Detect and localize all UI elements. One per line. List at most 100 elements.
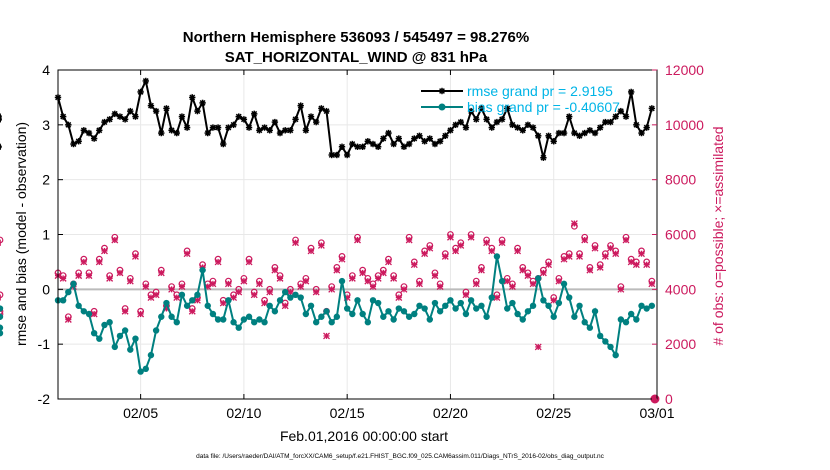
assimilated-obs-point <box>612 250 620 258</box>
assimilated-obs-point <box>106 274 114 282</box>
rmse-point <box>390 140 397 148</box>
rmse-point <box>318 105 325 112</box>
right-y-tick-label: 4000 <box>665 281 696 297</box>
possible-obs-point <box>0 310 4 318</box>
bias-point <box>602 338 609 345</box>
bias-point <box>106 319 113 326</box>
bias-point <box>509 299 516 307</box>
rmse-point <box>648 105 656 112</box>
assimilated-obs-point <box>183 250 191 258</box>
rmse-point <box>488 124 495 131</box>
rmse-point <box>622 113 630 120</box>
bias-point <box>333 313 341 320</box>
legend: rmse grand pr = 2.9195 bias grand pr = -… <box>421 83 620 115</box>
bias-point <box>627 310 635 318</box>
assimilated-obs-point <box>601 252 609 260</box>
rmse-point <box>70 140 77 148</box>
assimilated-obs-point <box>64 316 72 323</box>
bias-point <box>0 305 4 312</box>
rmse-point <box>638 129 645 137</box>
assimilated-obs-point <box>292 239 299 247</box>
bias-point <box>328 319 335 326</box>
possible-obs-point <box>0 291 4 299</box>
rmse-point <box>0 143 2 150</box>
bias-point <box>457 299 464 307</box>
rmse-point <box>385 129 392 137</box>
left-y-tick-label: 0 <box>42 281 50 297</box>
bias-point <box>240 316 248 323</box>
bias-point <box>607 343 614 351</box>
bias-point <box>256 316 263 323</box>
assimilated-obs-point <box>147 294 155 302</box>
bias-point <box>0 324 4 331</box>
bias-point <box>374 299 382 307</box>
rmse-point <box>168 127 175 134</box>
rmse-point <box>90 135 98 142</box>
bias-point <box>560 280 568 288</box>
bias-point <box>643 305 650 312</box>
assimilated-obs-point <box>570 220 578 227</box>
bias-point <box>498 277 506 285</box>
rmse-point <box>442 132 449 139</box>
bias-point <box>261 319 268 326</box>
assimilated-obs-point <box>354 236 361 244</box>
rmse-point <box>431 140 439 148</box>
rmse-point <box>189 94 196 101</box>
right-y-tick-label: 6000 <box>665 227 696 243</box>
legend-rmse-label: rmse grand pr = 2.9195 <box>467 83 613 99</box>
assimilated-obs-point <box>643 261 651 269</box>
bias-point <box>323 308 330 315</box>
bias-point <box>411 310 418 318</box>
bias-point <box>400 308 408 315</box>
bias-point <box>214 316 222 323</box>
bias-point <box>297 294 304 301</box>
bias-point <box>132 335 139 342</box>
bias-point <box>59 297 67 304</box>
rmse-point <box>617 107 625 115</box>
rmse-point <box>323 107 330 115</box>
assimilated-obs-point <box>369 283 377 291</box>
bias-point <box>173 319 180 326</box>
assimilated-obs-point <box>126 277 134 285</box>
bias-point <box>230 319 237 326</box>
bias-point <box>338 277 346 285</box>
bias-point <box>586 324 594 331</box>
rmse-point <box>380 135 387 142</box>
rmse-point <box>101 118 108 126</box>
bias-point <box>442 302 449 309</box>
bias-point <box>271 308 279 315</box>
rmse-point <box>607 118 614 126</box>
bias-point <box>467 297 475 304</box>
rmse-point <box>566 113 573 120</box>
assimilated-obs-point <box>519 266 527 274</box>
possible-obs-point <box>0 307 4 315</box>
assimilated-obs-point <box>95 258 103 266</box>
rmse-point <box>354 143 361 150</box>
assimilated-obs-point <box>488 247 496 255</box>
assimilated-obs-point <box>545 261 553 269</box>
assimilated-obs-point <box>317 242 325 249</box>
assimilated-obs-point <box>632 261 640 269</box>
right-y-tick-label: 10000 <box>665 117 704 133</box>
assimilated-obs-point <box>121 307 129 315</box>
rmse-point <box>276 129 284 137</box>
rmse-point <box>550 138 557 145</box>
bias-point <box>302 310 310 318</box>
assimilated-obs-point <box>230 294 238 302</box>
bias-point <box>194 291 201 299</box>
x-tick-label: 02/15 <box>330 405 365 421</box>
assimilated-obs-point <box>245 258 253 266</box>
bias-series-layer <box>0 253 656 375</box>
rmse-point <box>297 102 304 109</box>
rmse-point <box>225 124 232 131</box>
bias-point <box>245 313 253 320</box>
rmse-point <box>0 116 2 123</box>
assimilated-obs-point <box>214 258 222 266</box>
bias-point <box>101 321 108 329</box>
rmse-point <box>612 113 619 120</box>
assimilated-obs-point <box>101 247 108 255</box>
right-y-axis-label: # of obs: o=possible; ×=assimilated <box>710 126 726 345</box>
bias-point <box>318 313 325 320</box>
assimilated-obs-point <box>379 269 387 277</box>
assimilated-obs-point <box>441 252 449 260</box>
